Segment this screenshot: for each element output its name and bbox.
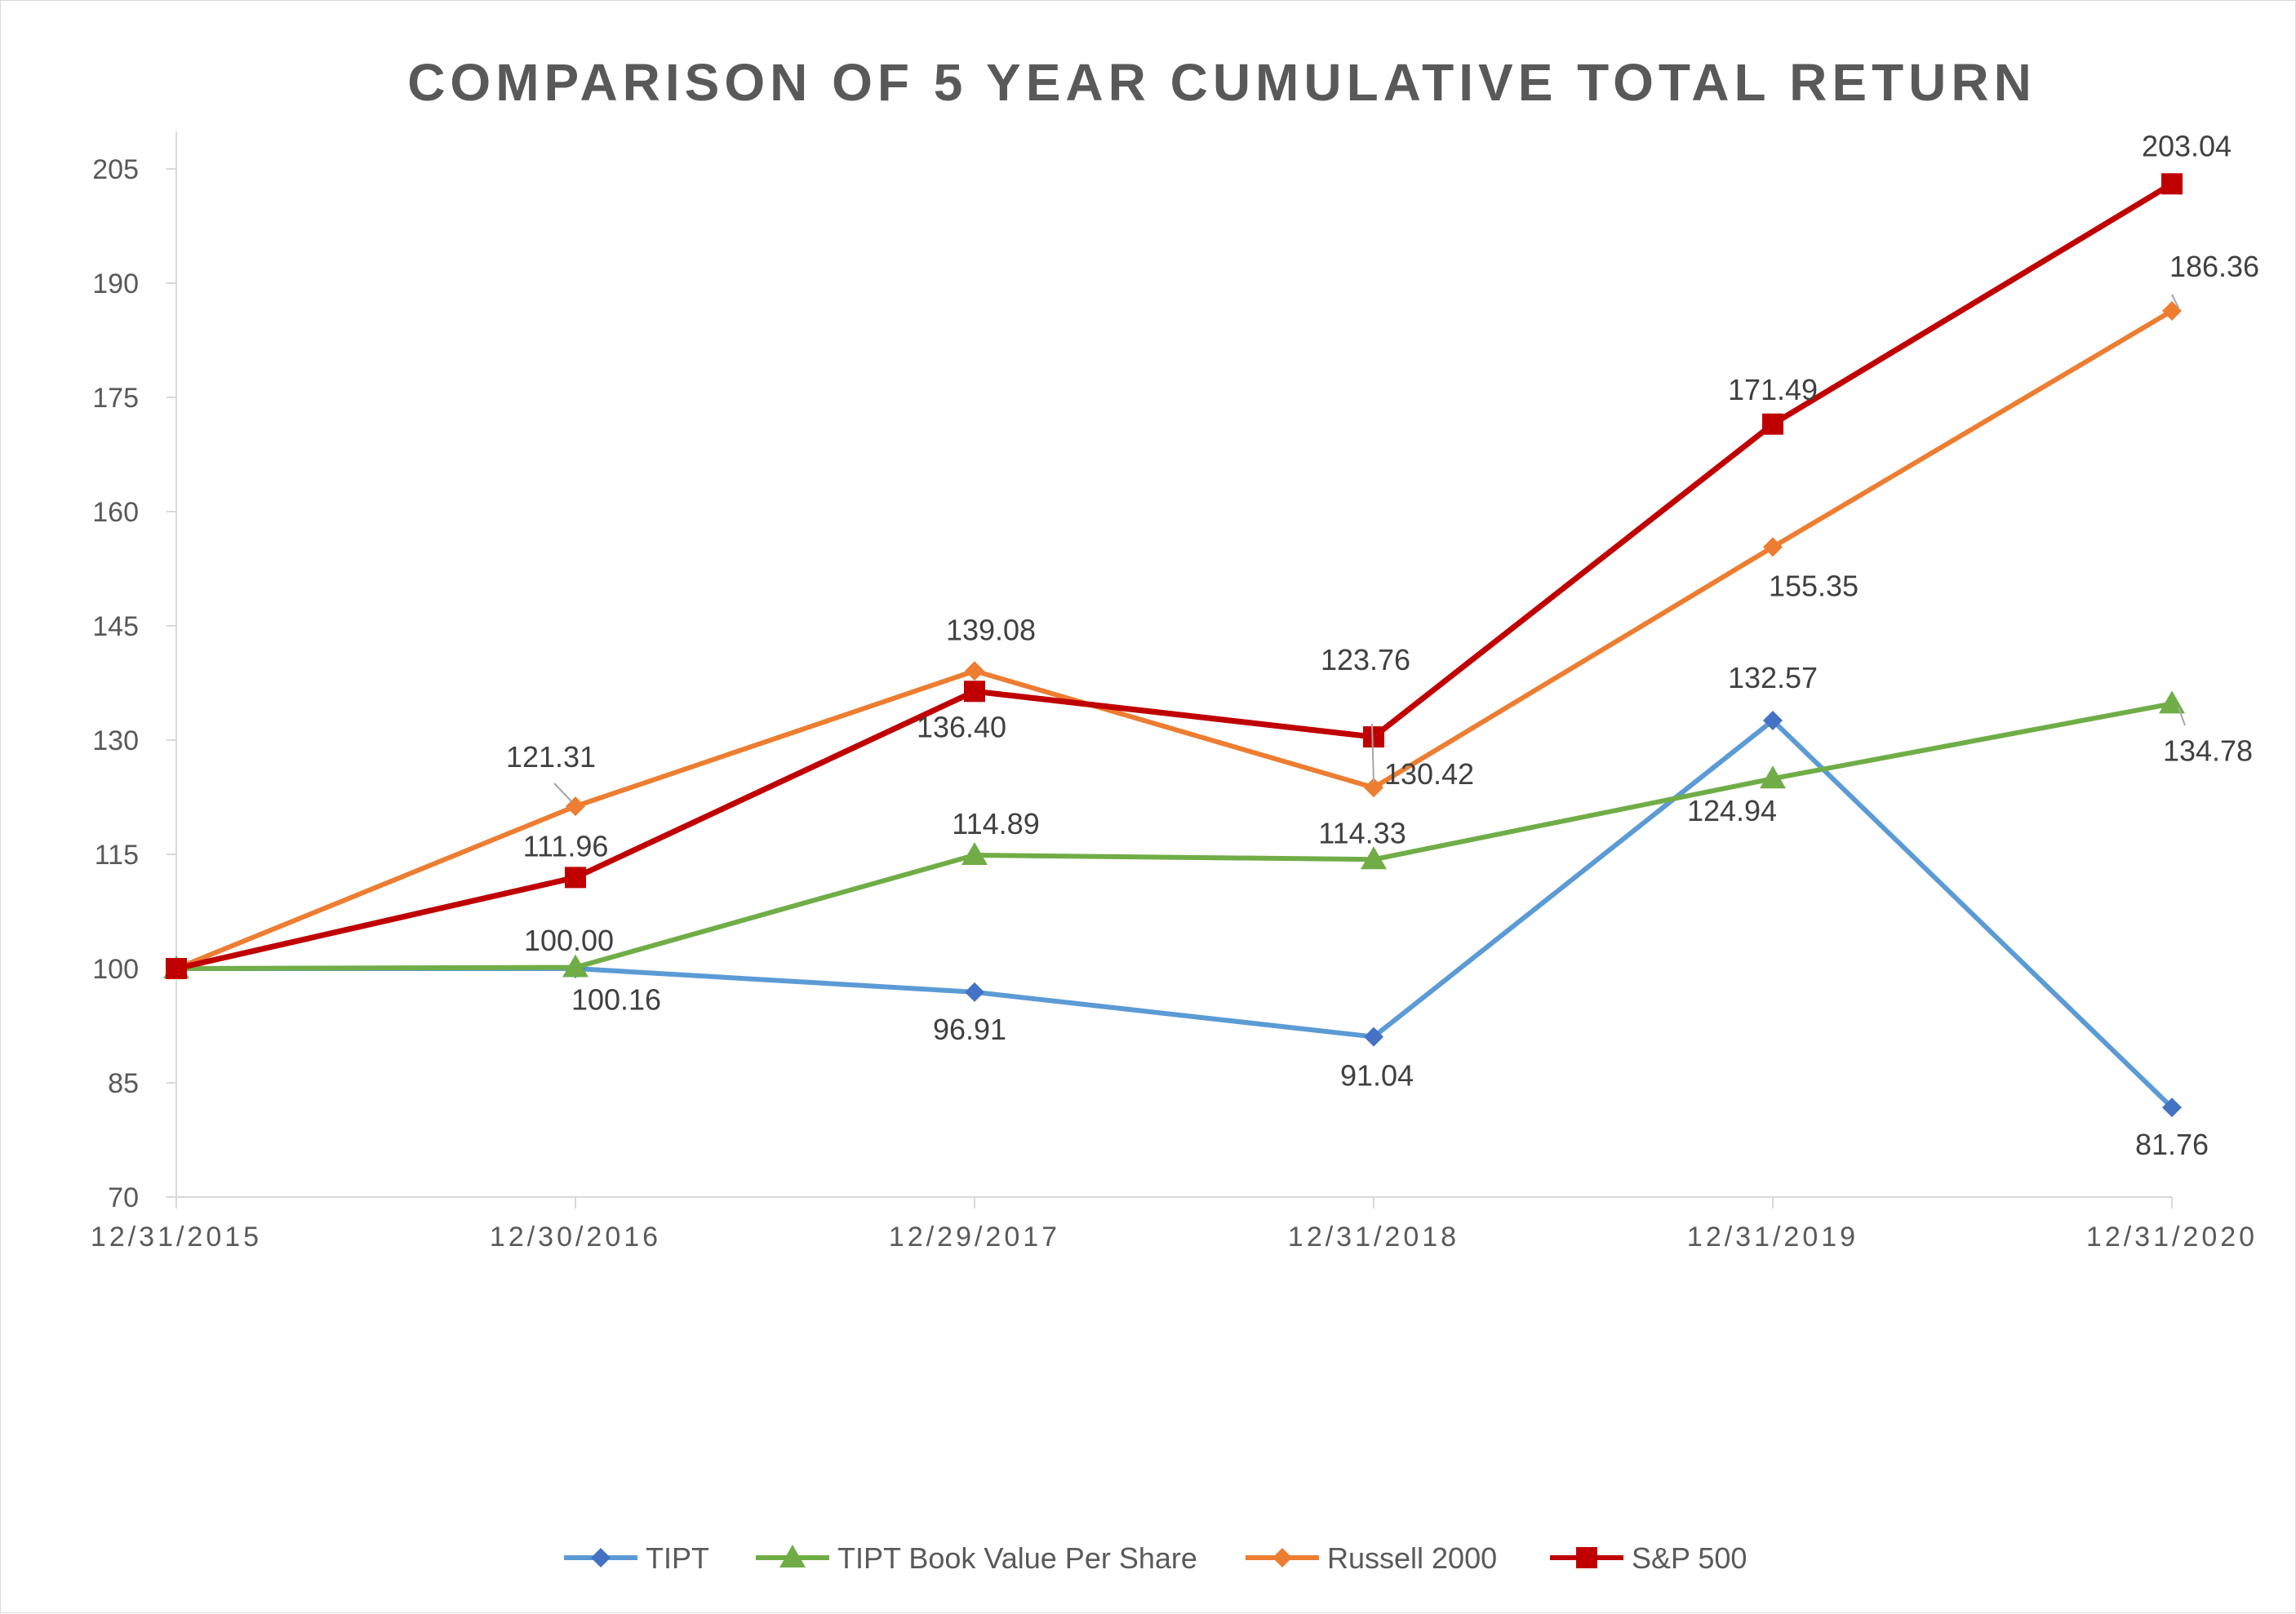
legend-marker — [1576, 1547, 1597, 1568]
data-point-s-p-500 — [166, 958, 187, 979]
y-tick-label: 205 — [92, 154, 139, 185]
data-label-russell-2000: 139.08 — [946, 613, 1036, 646]
series-s-p-500 — [166, 173, 2183, 979]
data-point-russell-2000 — [965, 661, 984, 681]
data-point-s-p-500 — [1762, 413, 1783, 435]
data-label-russell-2000: 155.35 — [1769, 569, 1859, 602]
y-tick-label: 85 — [108, 1068, 139, 1099]
leader-line — [2178, 707, 2186, 726]
data-point-s-p-500 — [1363, 726, 1384, 748]
leader-line — [553, 783, 573, 803]
x-tick-label: 12/31/2020 — [2086, 1222, 2258, 1253]
chart-title: COMPARISON OF 5 YEAR CUMULATIVE TOTAL RE… — [407, 53, 2036, 112]
y-tick-label: 190 — [92, 268, 139, 299]
data-label-tipt-book-value-per-share: 134.78 — [2163, 734, 2253, 767]
series-line-tipt — [176, 718, 2174, 1110]
series-tipt-book-value-per-share — [163, 690, 2185, 978]
legend-item-tipt: TIPT — [564, 1541, 709, 1575]
data-label-tipt: 91.04 — [1340, 1059, 1414, 1093]
data-point-tipt — [2162, 1097, 2182, 1118]
series-tipt — [167, 711, 2182, 1118]
data-point-s-p-500 — [964, 681, 985, 703]
leader-line — [2171, 294, 2179, 308]
data-point-russell-2000 — [1763, 537, 1783, 557]
legend-item-tipt-book-value-per-share: TIPT Book Value Per Share — [756, 1541, 1197, 1575]
y-tick-label: 115 — [95, 840, 139, 871]
data-point-s-p-500 — [2161, 173, 2183, 195]
data-point-russell-2000 — [1364, 778, 1383, 798]
x-tick-label: 12/31/2019 — [1687, 1222, 1859, 1253]
y-tick-label: 70 — [108, 1182, 139, 1213]
y-axis-ticks: 70 85 100 115 130 145 160 175 190 205 — [92, 154, 176, 1213]
data-label-tipt-book-value-per-share: 114.33 — [1318, 816, 1406, 849]
data-label-s-p-500: 130.42 — [1384, 757, 1474, 791]
leader-line — [1371, 723, 1374, 783]
y-tick-label: 145 — [92, 611, 139, 642]
data-label-tipt: 81.76 — [2135, 1128, 2209, 1161]
x-tick-label: 12/29/2017 — [889, 1222, 1060, 1253]
series-russell-2000 — [167, 300, 2182, 978]
legend-marker — [779, 1545, 806, 1567]
x-tick-label: 12/31/2018 — [1288, 1222, 1459, 1253]
series-line-russell-2000 — [175, 308, 2174, 971]
legend-marker — [1272, 1548, 1292, 1567]
y-tick-label: 175 — [92, 383, 139, 414]
data-label-tipt: 100.00 — [524, 924, 614, 957]
data-label-russell-2000: 123.76 — [1321, 643, 1410, 676]
legend-item-s-p-500: S&P 500 — [1550, 1541, 1747, 1575]
data-point-tipt-book-value-per-share — [2159, 690, 2185, 714]
legend-label: TIPT — [646, 1541, 709, 1575]
x-axis-ticks: 12/31/2015 12/30/2016 12/29/2017 12/31/2018… — [91, 1197, 2258, 1253]
legend-label: Russell 2000 — [1327, 1541, 1497, 1575]
y-tick-label: 100 — [92, 954, 139, 985]
data-point-tipt-book-value-per-share — [562, 954, 588, 978]
data-label-tipt-book-value-per-share: 114.89 — [952, 807, 1039, 840]
data-label-s-p-500: 171.49 — [1728, 373, 1818, 406]
data-point-tipt — [1763, 711, 1783, 731]
legend-label: S&P 500 — [1632, 1541, 1747, 1575]
data-label-s-p-500: 203.04 — [2142, 129, 2232, 162]
axes — [175, 131, 2172, 1198]
data-label-s-p-500: 111.96 — [523, 829, 609, 862]
data-label-russell-2000: 121.31 — [506, 740, 596, 774]
x-tick-label: 12/30/2016 — [490, 1222, 661, 1253]
data-label-tipt: 132.57 — [1728, 661, 1818, 694]
legend-marker — [591, 1548, 611, 1567]
data-label-tipt-book-value-per-share: 124.94 — [1687, 794, 1777, 827]
y-tick-label: 130 — [92, 725, 139, 756]
data-label-russell-2000: 186.36 — [2169, 250, 2259, 283]
legend-item-russell-2000: Russell 2000 — [1246, 1541, 1497, 1575]
x-tick-label: 12/31/2015 — [91, 1222, 262, 1253]
data-point-tipt-book-value-per-share — [1760, 765, 1786, 789]
data-label-s-p-500: 136.40 — [917, 710, 1006, 743]
legend-label: TIPT Book Value Per Share — [837, 1541, 1197, 1575]
data-point-tipt-book-value-per-share — [961, 842, 988, 866]
data-point-tipt — [1364, 1026, 1383, 1047]
data-label-tipt-book-value-per-share: 100.16 — [571, 983, 661, 1017]
series-layer — [163, 173, 2185, 1118]
series-line-s-p-500 — [175, 181, 2174, 972]
data-point-tipt-book-value-per-share — [1361, 846, 1387, 870]
series-line-tipt-book-value-per-share — [175, 701, 2173, 971]
y-tick-label: 160 — [92, 497, 139, 528]
data-label-tipt: 96.91 — [933, 1013, 1006, 1046]
data-point-tipt — [965, 982, 984, 1002]
data-point-s-p-500 — [565, 867, 586, 889]
legend: TIPT TIPT Book Value Per Share Russell 200… — [564, 1541, 1747, 1575]
data-labels: 100.00 96.91 91.04 132.57 81.76 100.16 114.89 1… — [506, 129, 2259, 1161]
